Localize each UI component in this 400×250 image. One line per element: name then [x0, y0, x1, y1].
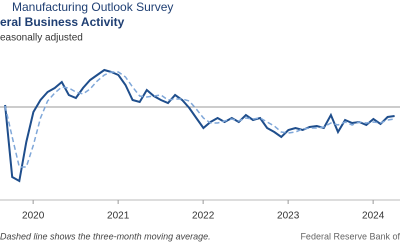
series-line: [4, 71, 395, 168]
source: Federal Reserve Bank of: [300, 231, 400, 241]
y-axis-label: easonally adjusted: [0, 33, 83, 44]
x-tick-label: 2021: [107, 211, 130, 222]
series-line: [4, 68, 395, 183]
x-tick-label: 2022: [192, 211, 215, 222]
chart-subtitle: eral Business Activity: [0, 15, 125, 29]
x-tick-label: 2023: [277, 211, 300, 222]
x-tick-label: 2020: [22, 211, 45, 222]
chart-title: Manufacturing Outlook Survey: [12, 0, 173, 14]
x-tick-label: 2024: [362, 211, 385, 222]
footnote: Dashed line shows the three-month moving…: [0, 231, 211, 241]
